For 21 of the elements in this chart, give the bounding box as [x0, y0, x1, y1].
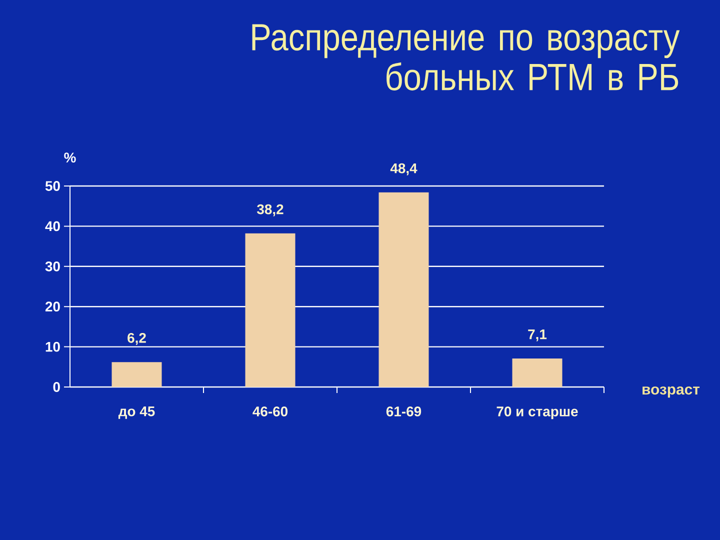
x-tick-label: 46-60 [252, 406, 288, 416]
y-tick-label: 10 [46, 342, 60, 352]
bar [512, 358, 562, 387]
data-label: 38,2 [256, 204, 284, 216]
y-tick-label: 50 [45, 181, 60, 191]
data-label: 7,1 [528, 330, 547, 342]
y-tick-label: 20 [45, 302, 60, 312]
y-tick-label: 0 [53, 382, 60, 392]
bar [378, 192, 429, 387]
bar [245, 233, 296, 387]
x-axis-title: возраст [642, 386, 700, 398]
x-tick-label: до 45 [118, 406, 155, 419]
bar [112, 362, 162, 387]
x-tick-label: 61-69 [386, 406, 422, 416]
data-label: 6,2 [128, 332, 146, 345]
chart-title: Распределение по возрасту больных РТМ в РБ [252, 24, 680, 90]
data-label: 48,4 [390, 163, 418, 176]
y-axis-title: % [64, 152, 76, 162]
y-tick-label: 40 [45, 221, 60, 232]
x-tick-label: 70 и старше [496, 406, 578, 420]
y-tick-label: 30 [45, 261, 60, 272]
